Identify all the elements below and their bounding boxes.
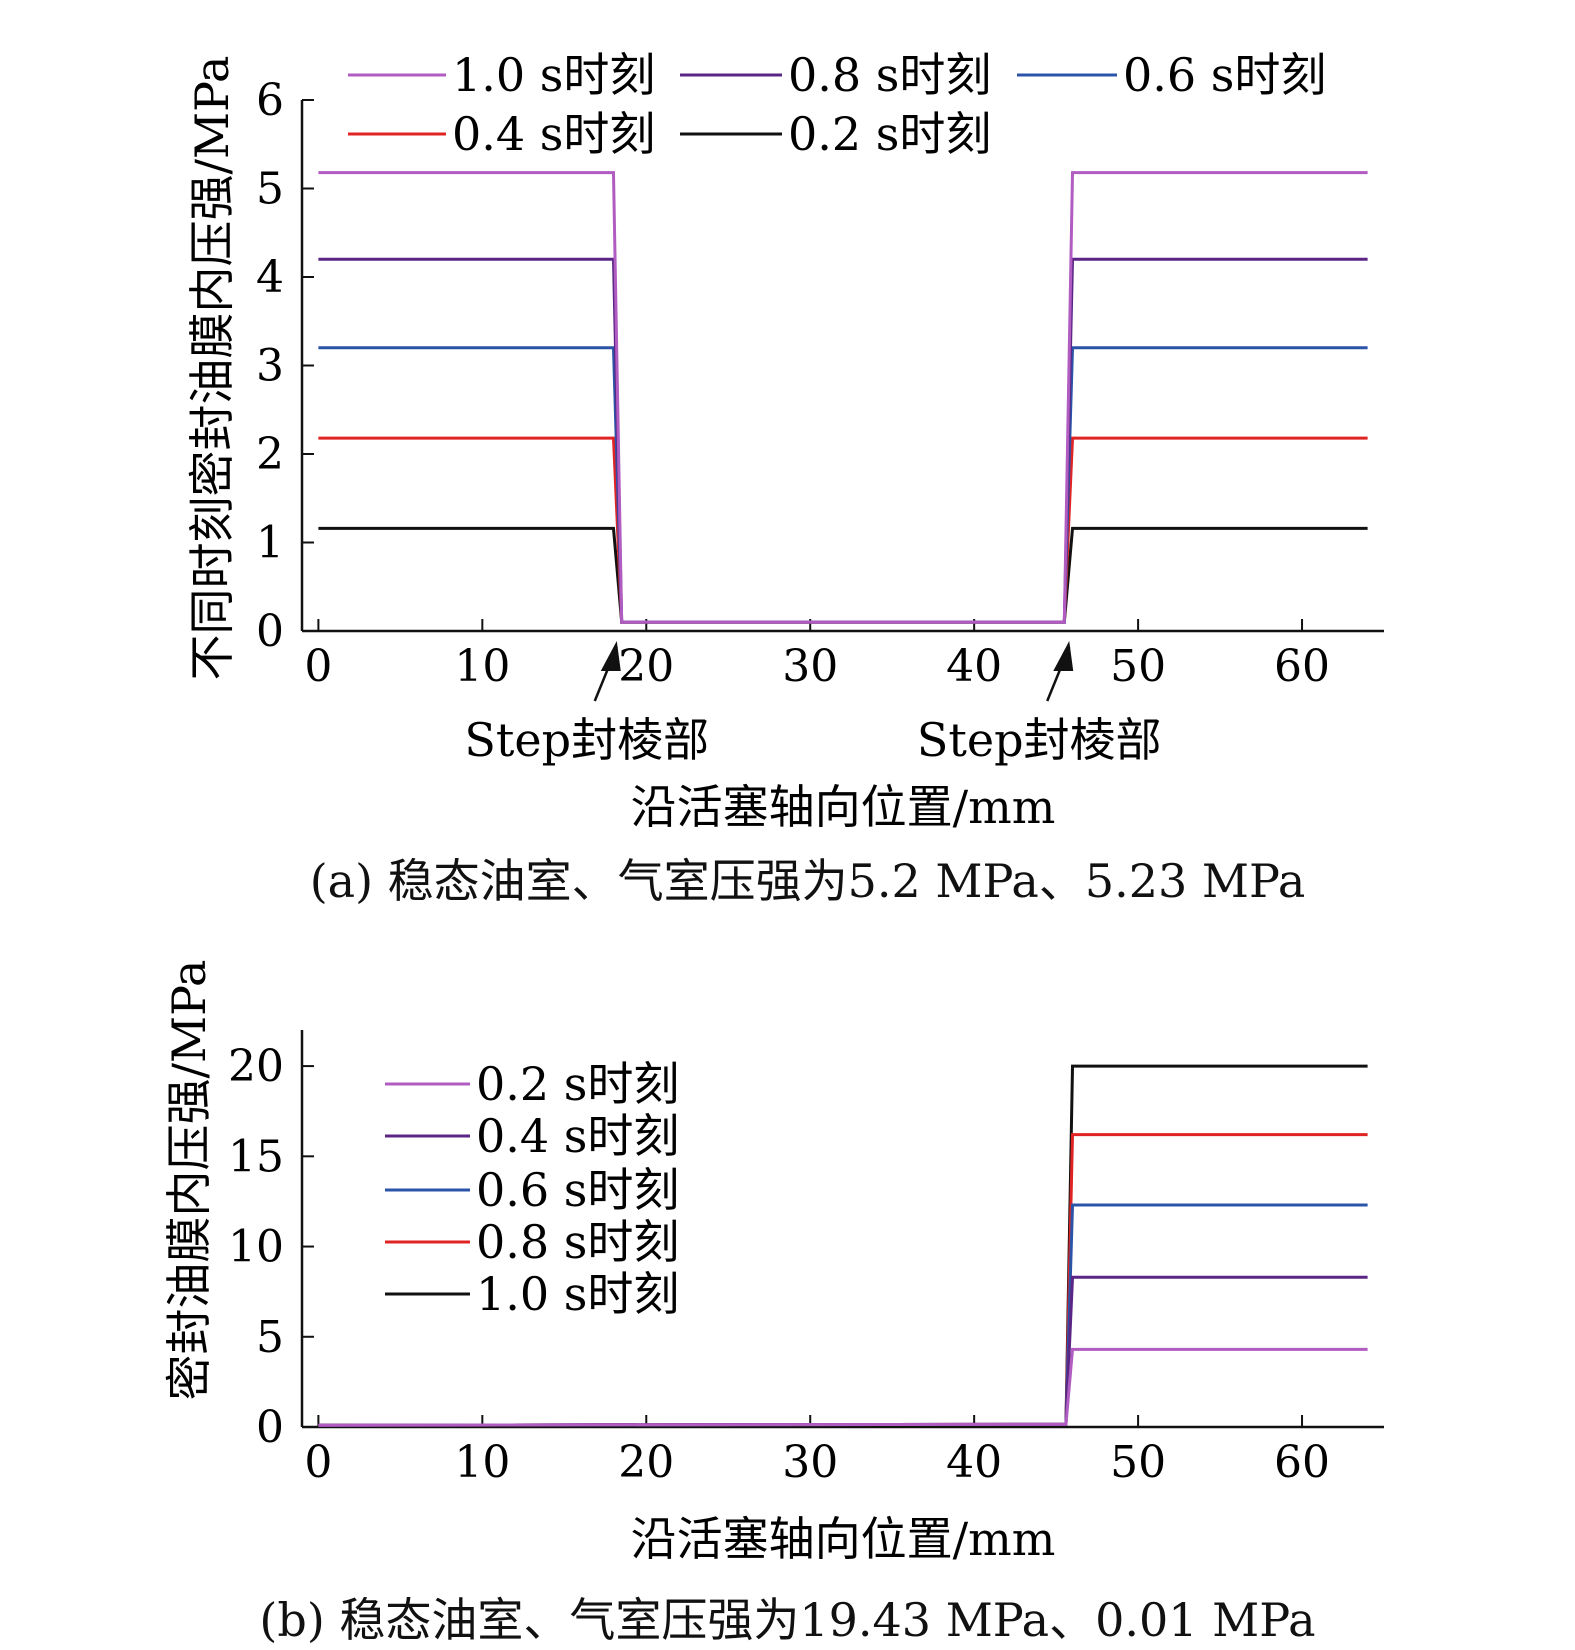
legend-label-0: 1.0 s时刻 xyxy=(452,48,655,102)
y-tick-label: 0 xyxy=(256,606,284,657)
x-tick-label: 40 xyxy=(946,1437,1002,1488)
chart-panel-b: 0 10 20 30 40 50 60 0 5 10 15 20 沿活塞轴向位置/mm 密封油膜内压强/M… xyxy=(0,930,1575,1635)
y-tick-label: 5 xyxy=(256,164,284,215)
chart-b-svg: 0 10 20 30 40 50 60 0 5 10 15 20 沿活塞轴向位置/mm 密封油膜内压强/M… xyxy=(162,960,1384,1566)
annotation-arrowhead-1 xyxy=(1053,641,1074,671)
legend-label-1: 0.4 s时刻 xyxy=(476,1109,679,1163)
legend-label-0: 0.2 s时刻 xyxy=(476,1057,679,1111)
legend-label-3: 0.8 s时刻 xyxy=(476,1215,679,1269)
y-tick-label: 6 xyxy=(256,75,284,126)
y-tick-label: 15 xyxy=(228,1131,284,1182)
annotation-label-0: Step封棱部 xyxy=(464,713,709,767)
series-line-0 xyxy=(318,171,1368,624)
chart-panel-a: 0 10 20 30 40 50 60 0 1 2 3 4 5 6 沿活塞轴向位置/mm 不同时刻密封油膜内压… xyxy=(185,48,1384,834)
x-tick-label: 0 xyxy=(304,1437,332,1488)
legend-label-2: 0.6 s时刻 xyxy=(476,1163,679,1217)
x-tick-label: 40 xyxy=(946,641,1002,692)
y-tick-label: 5 xyxy=(256,1312,284,1363)
x-tick-label: 50 xyxy=(1110,641,1166,692)
caption-a: (a) 稳态油室、气室压强为5.2 MPa、5.23 MPa xyxy=(309,854,1306,908)
x-axis-title: 沿活塞轴向位置/mm xyxy=(631,780,1056,834)
legend-label-1: 0.8 s时刻 xyxy=(788,48,991,102)
annotation-arrowhead-0 xyxy=(600,641,621,671)
legend-label-4: 1.0 s时刻 xyxy=(476,1267,679,1321)
legend-label-3: 0.4 s时刻 xyxy=(452,107,655,161)
legend-label-2: 0.6 s时刻 xyxy=(1123,48,1326,102)
y-tick-label: 10 xyxy=(228,1222,284,1273)
y-tick-label: 0 xyxy=(256,1402,284,1453)
x-tick-label: 60 xyxy=(1274,1437,1330,1488)
series-line-1 xyxy=(318,257,1368,624)
series-line-3 xyxy=(318,436,1368,624)
series-line-0 xyxy=(318,1347,1368,1427)
x-tick-label: 50 xyxy=(1110,1437,1166,1488)
series-line-4 xyxy=(318,526,1368,624)
x-axis-title: 沿活塞轴向位置/mm xyxy=(631,1512,1056,1566)
chart-a-svg: 0 10 20 30 40 50 60 0 1 2 3 4 5 6 沿活塞轴向位置/mm 不同时刻密封油膜内压… xyxy=(185,48,1384,834)
y-tick-label: 4 xyxy=(256,252,284,303)
y-tick-label: 1 xyxy=(256,518,284,569)
y-tick-label: 20 xyxy=(228,1041,284,1092)
x-tick-label: 20 xyxy=(618,1437,674,1488)
x-tick-label: 60 xyxy=(1274,641,1330,692)
x-tick-label: 20 xyxy=(618,641,674,692)
y-axis-title: 不同时刻密封油膜内压强/MPa xyxy=(185,56,239,681)
y-axis-title: 密封油膜内压强/MPa xyxy=(162,960,216,1401)
annotation-label-1: Step封棱部 xyxy=(917,713,1162,767)
x-tick-label: 30 xyxy=(782,641,838,692)
x-tick-label: 10 xyxy=(454,1437,510,1488)
x-tick-label: 30 xyxy=(782,1437,838,1488)
x-tick-label: 10 xyxy=(454,641,510,692)
y-tick-label: 3 xyxy=(256,341,284,392)
series-line-2 xyxy=(318,346,1368,624)
y-tick-label: 2 xyxy=(256,429,284,480)
caption-b: (b) 稳态油室、气室压强为19.43 MPa、0.01 MPa xyxy=(259,1593,1316,1647)
x-tick-label: 0 xyxy=(304,641,332,692)
legend-label-4: 0.2 s时刻 xyxy=(788,107,991,161)
